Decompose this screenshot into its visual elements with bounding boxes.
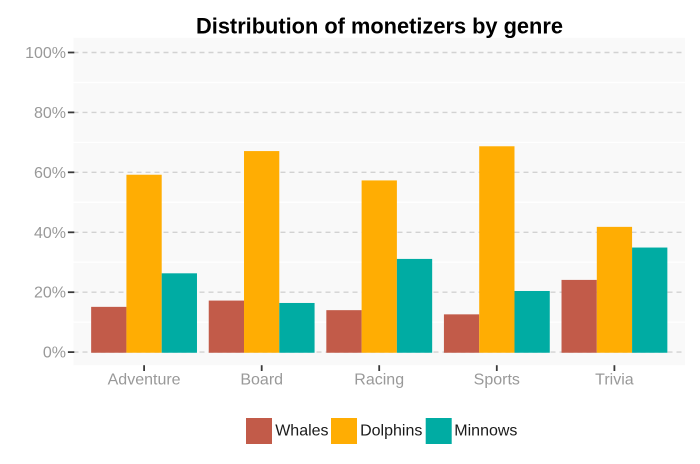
svg-text:Racing: Racing [354, 372, 404, 389]
svg-text:Board: Board [240, 372, 283, 389]
svg-text:Trivia: Trivia [595, 372, 634, 389]
svg-text:Dolphins: Dolphins [360, 423, 422, 440]
svg-text:Distribution of monetizers by: Distribution of monetizers by genre [196, 14, 563, 39]
svg-text:Sports: Sports [474, 372, 520, 389]
svg-text:Minnows: Minnows [454, 423, 517, 440]
svg-text:Whales: Whales [275, 423, 328, 440]
svg-text:0%: 0% [43, 345, 66, 362]
svg-text:20%: 20% [34, 285, 66, 302]
svg-text:60%: 60% [34, 165, 66, 182]
svg-text:100%: 100% [25, 45, 66, 62]
svg-text:Adventure: Adventure [108, 372, 181, 389]
svg-text:80%: 80% [34, 105, 66, 122]
svg-text:40%: 40% [34, 225, 66, 242]
